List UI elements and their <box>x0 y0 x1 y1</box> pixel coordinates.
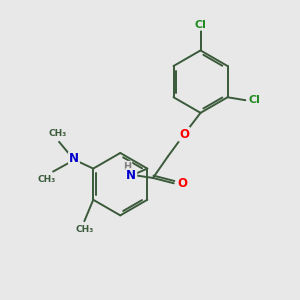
Text: CH₃: CH₃ <box>38 176 56 184</box>
Text: CH₃: CH₃ <box>75 225 94 234</box>
Text: N: N <box>69 152 79 165</box>
Text: O: O <box>177 177 187 190</box>
Text: Cl: Cl <box>248 95 260 105</box>
Text: N: N <box>126 169 136 182</box>
Text: H: H <box>123 162 131 172</box>
Text: Cl: Cl <box>195 20 206 30</box>
Text: O: O <box>179 128 189 141</box>
Text: CH₃: CH₃ <box>49 129 67 138</box>
